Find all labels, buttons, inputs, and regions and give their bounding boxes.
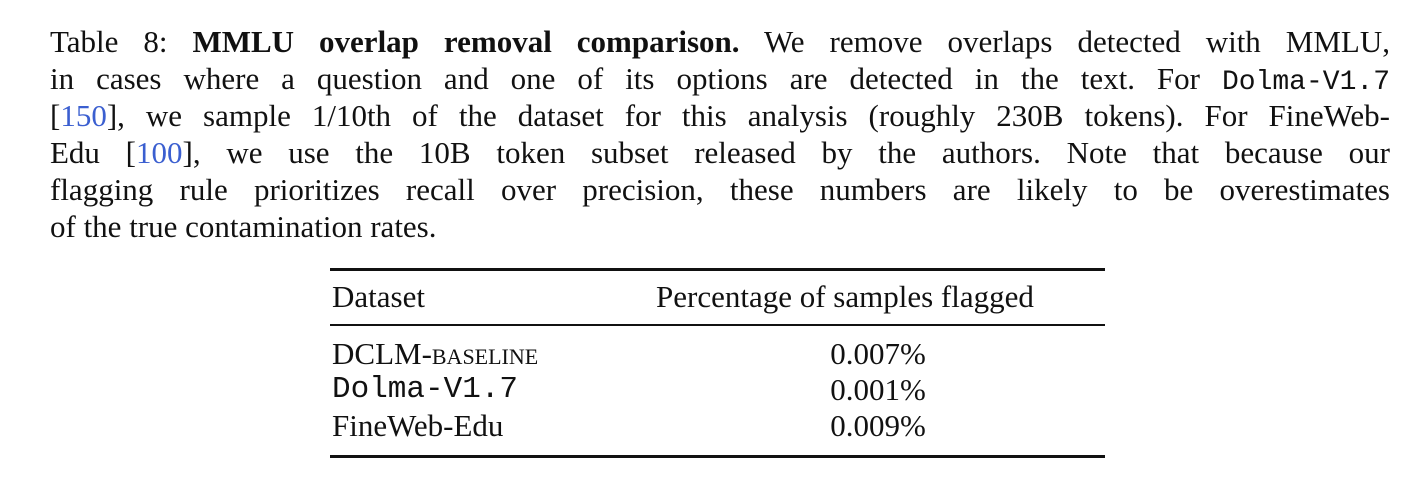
caption-text: Edu [ — [50, 135, 137, 170]
bottom-rule — [330, 455, 1105, 458]
value-cell: 0.001% — [830, 372, 926, 407]
caption-text: We remove overlaps detected with MMLU, — [763, 24, 1390, 59]
value-cell: 0.009% — [830, 408, 926, 443]
caption-line: [150], we sample 1/10th of the dataset f… — [50, 98, 1390, 134]
dataset-cell: Dolma-V1.7 — [332, 372, 519, 407]
caption-line: flagging rule prioritizes recall over pr… — [50, 172, 1390, 208]
caption-line: of the true contamination rates. — [50, 209, 1390, 245]
caption-code: Dolma-V1.7 — [1221, 67, 1390, 98]
dataset-cell: FineWeb-Edu — [332, 408, 504, 443]
caption-text: ], we sample 1/10th of the dataset for t… — [106, 98, 1390, 133]
caption-title: MMLU overlap removal comparison. — [192, 24, 740, 59]
caption-label: Table 8: — [50, 24, 168, 59]
dataset-cell: DCLM-baseline — [332, 336, 539, 371]
caption-line: Table 8: MMLU overlap removal comparison… — [50, 24, 1390, 60]
caption-line: in cases where a question and one of its… — [50, 61, 1390, 101]
value-cell: 0.007% — [830, 336, 926, 371]
caption-text: in cases where a question and one of its… — [50, 61, 1200, 96]
citation[interactable]: 100 — [136, 135, 183, 170]
caption-text: of the true contamination rates. — [50, 209, 437, 244]
top-rule — [330, 268, 1105, 271]
caption-text: [ — [50, 98, 61, 133]
caption-text: ], we use the 10B token subset released … — [182, 135, 1390, 170]
mid-rule — [330, 324, 1105, 326]
header-cell: Percentage of samples flagged — [656, 279, 1034, 314]
header-cell: Dataset — [332, 279, 425, 314]
caption-line: Edu [100], we use the 10B token subset r… — [50, 135, 1390, 171]
citation[interactable]: 150 — [60, 98, 107, 133]
caption-text: flagging rule prioritizes recall over pr… — [50, 172, 1390, 207]
